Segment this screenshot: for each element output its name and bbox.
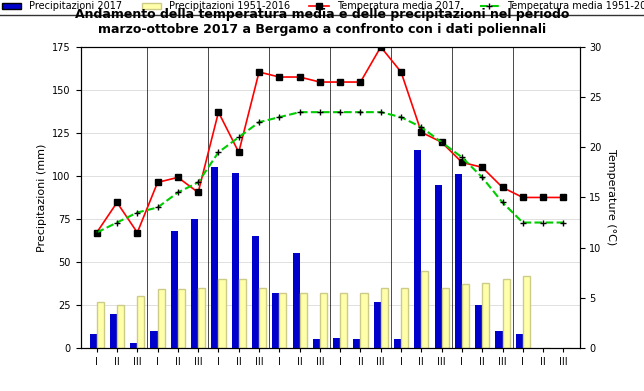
Temperatura media 2017	[276, 75, 283, 79]
Bar	[232, 172, 239, 348]
Temperatura media 2017	[113, 200, 121, 205]
Bar	[299, 293, 307, 348]
Bar	[110, 314, 117, 348]
Bar	[272, 293, 279, 348]
Temperatura media 2017	[377, 45, 384, 49]
Bar	[259, 288, 266, 348]
Bar	[333, 338, 340, 348]
Temperatura media 2017	[498, 185, 506, 190]
Temperatura media 1951-2016	[276, 115, 283, 120]
Temperatura media 2017	[357, 80, 365, 84]
Bar	[130, 343, 137, 348]
Temperatura media 1951-2016	[498, 200, 506, 205]
Temperatura media 2017	[478, 165, 486, 170]
Text: Andamento della temperatura media e delle precipitazioni nel periodo
marzo-ottob: Andamento della temperatura media e dell…	[75, 8, 569, 36]
Temperatura media 1951-2016	[458, 155, 466, 160]
Y-axis label: Temperature (°C): Temperature (°C)	[606, 149, 616, 246]
Temperatura media 1951-2016	[154, 205, 162, 210]
Temperatura media 2017	[560, 195, 567, 200]
Temperatura media 1951-2016	[296, 110, 303, 115]
Bar	[313, 339, 320, 348]
Bar	[279, 293, 287, 348]
Temperatura media 2017	[417, 130, 425, 135]
Temperatura media 1951-2016	[235, 135, 243, 140]
Temperatura media 1951-2016	[560, 220, 567, 225]
Temperatura media 2017	[154, 180, 162, 185]
Temperatura media 2017	[397, 70, 405, 74]
Y-axis label: Precipitazioni (mm): Precipitazioni (mm)	[37, 143, 46, 252]
Bar	[442, 288, 449, 348]
Temperatura media 1951-2016	[336, 110, 344, 115]
Temperatura media 1951-2016	[417, 125, 425, 129]
Temperatura media 1951-2016	[377, 110, 384, 115]
Temperatura media 2017	[438, 140, 446, 145]
Bar	[414, 150, 421, 348]
Temperatura media 1951-2016	[255, 120, 263, 124]
Bar	[211, 167, 218, 348]
Line: Temperatura media 1951-2016: Temperatura media 1951-2016	[93, 109, 567, 236]
Temperatura media 2017	[336, 80, 344, 84]
Bar	[178, 289, 185, 348]
Bar	[354, 339, 361, 348]
Bar	[320, 293, 327, 348]
Bar	[137, 296, 144, 348]
Temperatura media 2017	[296, 75, 303, 79]
Bar	[495, 331, 502, 348]
Line: Temperatura media 2017: Temperatura media 2017	[94, 44, 566, 235]
Temperatura media 1951-2016	[357, 110, 365, 115]
Bar	[502, 279, 509, 348]
Temperatura media 1951-2016	[438, 140, 446, 145]
Bar	[462, 284, 469, 348]
Bar	[482, 283, 489, 348]
Bar	[292, 253, 299, 348]
Temperatura media 2017	[174, 175, 182, 180]
Bar	[340, 293, 347, 348]
Temperatura media 1951-2016	[174, 190, 182, 195]
Bar	[435, 185, 442, 348]
Temperatura media 1951-2016	[214, 150, 222, 155]
Bar	[90, 334, 97, 348]
Bar	[401, 288, 408, 348]
Temperatura media 2017	[235, 150, 243, 155]
Bar	[374, 301, 381, 348]
Temperatura media 1951-2016	[478, 175, 486, 180]
Bar	[361, 293, 368, 348]
Temperatura media 1951-2016	[397, 115, 405, 120]
Bar	[523, 276, 530, 348]
Temperatura media 2017	[255, 70, 263, 74]
Bar	[252, 236, 259, 348]
Bar	[381, 288, 388, 348]
Bar	[117, 305, 124, 348]
Temperatura media 1951-2016	[93, 230, 100, 235]
Temperatura media 1951-2016	[113, 220, 121, 225]
Bar	[218, 279, 225, 348]
Temperatura media 1951-2016	[194, 180, 202, 185]
Bar	[97, 301, 104, 348]
Bar	[455, 174, 462, 348]
Temperatura media 1951-2016	[133, 210, 141, 215]
Temperatura media 1951-2016	[539, 220, 547, 225]
Temperatura media 2017	[539, 195, 547, 200]
Bar	[394, 339, 401, 348]
Legend: Precipitazioni 2017, Precipitazioni 1951-2016, Temperatura media 2017, Temperatu: Precipitazioni 2017, Precipitazioni 1951…	[0, 0, 644, 15]
Bar	[191, 219, 198, 348]
Bar	[198, 288, 205, 348]
Bar	[151, 331, 158, 348]
Bar	[421, 271, 428, 348]
Temperatura media 1951-2016	[519, 220, 527, 225]
Temperatura media 2017	[316, 80, 324, 84]
Temperatura media 2017	[194, 190, 202, 195]
Bar	[239, 279, 246, 348]
Temperatura media 1951-2016	[316, 110, 324, 115]
Bar	[475, 305, 482, 348]
Temperatura media 2017	[458, 160, 466, 165]
Temperatura media 2017	[519, 195, 527, 200]
Temperatura media 2017	[214, 110, 222, 115]
Bar	[516, 334, 523, 348]
Bar	[171, 231, 178, 348]
Temperatura media 2017	[93, 230, 100, 235]
Bar	[158, 289, 165, 348]
Temperatura media 2017	[133, 230, 141, 235]
